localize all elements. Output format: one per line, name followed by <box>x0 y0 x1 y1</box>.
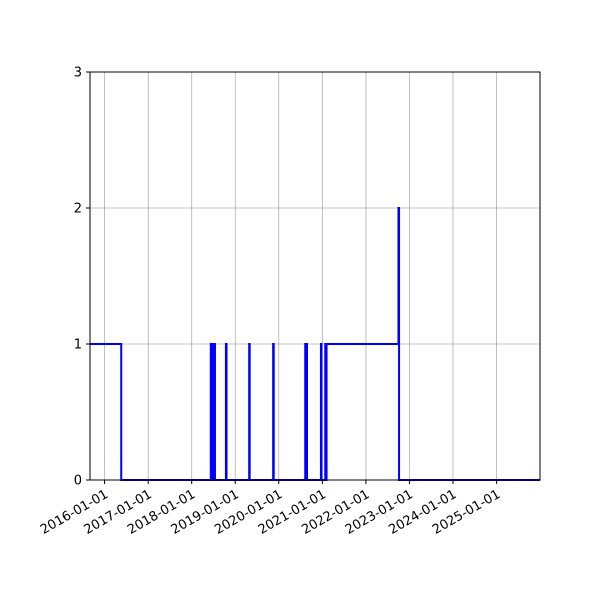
y-tick-label: 3 <box>74 66 82 81</box>
tick-layer <box>86 71 498 484</box>
grid-layer <box>90 71 540 481</box>
y-tick-label: 0 <box>74 474 82 489</box>
plot-frame <box>89 71 541 481</box>
label-layer: 01232016-01-012017-01-012018-01-012019-0… <box>38 66 503 538</box>
y-tick-label: 2 <box>74 202 82 217</box>
y-tick-label: 1 <box>74 338 82 353</box>
